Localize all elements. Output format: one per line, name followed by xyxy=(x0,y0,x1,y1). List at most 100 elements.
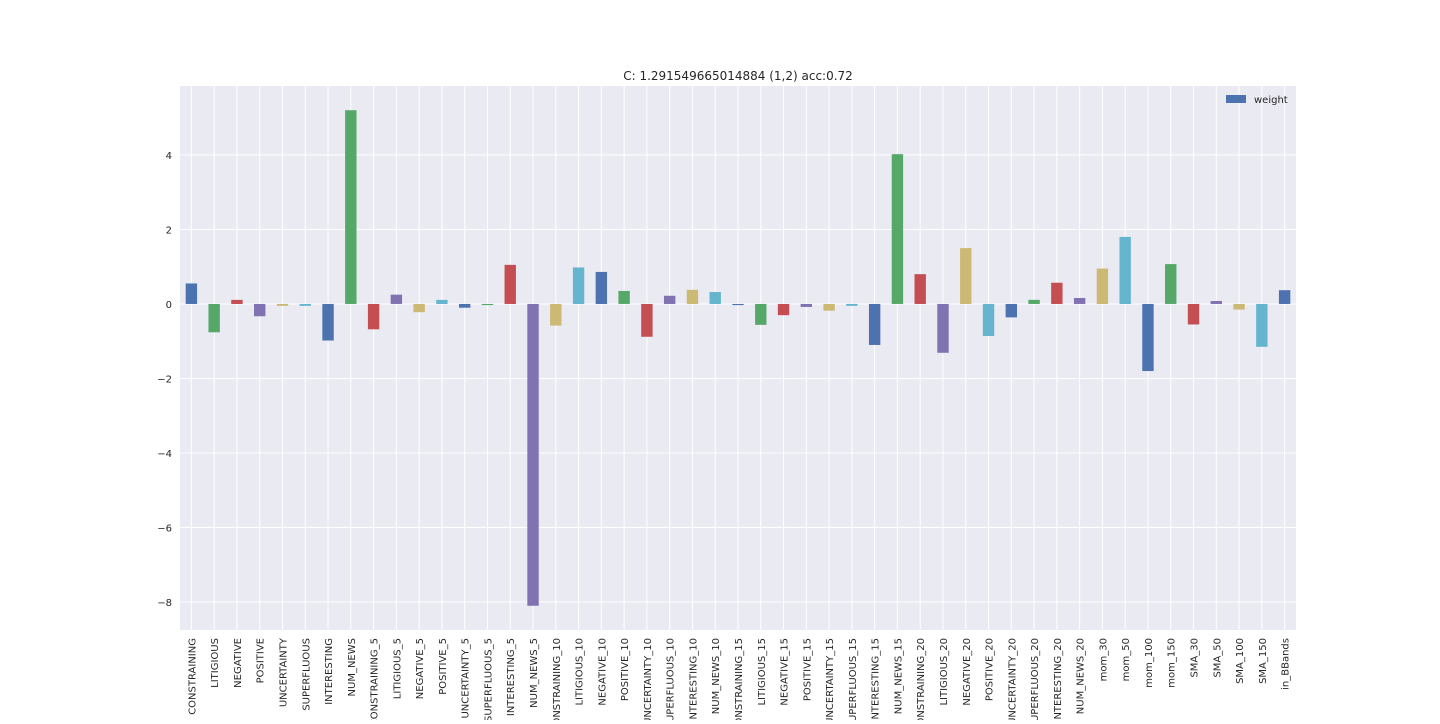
bar-negative-20 xyxy=(960,248,972,304)
x-tick-label: POSITIVE_10 xyxy=(620,638,631,701)
y-tick-label: −2 xyxy=(157,374,172,385)
y-tick-label: 4 xyxy=(166,151,172,162)
bar-sma-100 xyxy=(1233,303,1245,310)
x-tick-label: INTERESTING_15 xyxy=(871,638,882,720)
x-tick-label: NUM_NEWS_15 xyxy=(893,638,904,714)
x-tick-label: LITIGIOUS_10 xyxy=(575,638,586,706)
x-tick-label: CONSTRAINING_10 xyxy=(552,638,563,720)
bar-negative-15 xyxy=(777,303,790,316)
x-tick-label: LITIGIOUS_20 xyxy=(939,638,950,706)
y-tick-label: −6 xyxy=(157,524,172,535)
legend-swatch-weight xyxy=(1226,95,1246,103)
bar-uncertainty-5 xyxy=(459,303,471,308)
bar-num-news xyxy=(345,110,357,304)
x-tick-label: LITIGIOUS xyxy=(210,638,221,688)
x-tick-label: INTERESTING_5 xyxy=(506,638,517,716)
bar-constraining-20 xyxy=(914,274,926,304)
bar-mom-50 xyxy=(1119,236,1131,304)
bar-num-news-15 xyxy=(891,154,904,304)
bar-uncertainty-15 xyxy=(823,303,835,311)
x-tick-label: SMA_30 xyxy=(1190,638,1201,678)
x-tick-label: in_BBands xyxy=(1281,638,1292,690)
x-tick-label: NEGATIVE_10 xyxy=(597,638,608,706)
x-tick-label: NEGATIVE_5 xyxy=(415,638,426,699)
x-tick-label: UNCERTAINTY xyxy=(278,637,289,707)
bar-uncertainty xyxy=(276,303,289,306)
x-tick-label: NUM_NEWS xyxy=(347,638,358,696)
x-tick-label: SUPERFLUOUS_15 xyxy=(848,638,859,720)
x-tick-label: mom_50 xyxy=(1121,638,1132,681)
x-tick-label: SUPERFLUOUS_10 xyxy=(666,638,677,720)
bar-litigious-15 xyxy=(755,303,767,325)
x-tick-label: NUM_NEWS_5 xyxy=(529,638,540,708)
bar-positive xyxy=(254,303,266,317)
y-tick-label: −4 xyxy=(157,449,172,460)
bar-negative xyxy=(231,299,243,304)
bar-positive-15 xyxy=(800,303,813,307)
grid xyxy=(180,86,1296,630)
bar-constraining xyxy=(185,283,198,304)
bar-constraining-10 xyxy=(550,303,562,326)
x-tick-label: SUPERFLUOUS_20 xyxy=(1030,638,1041,720)
bar-mom-30 xyxy=(1096,268,1109,304)
bar-superfluous-10 xyxy=(663,295,676,304)
x-tick-label: INTERESTING_20 xyxy=(1053,638,1064,720)
bar-num-news-20 xyxy=(1073,298,1086,304)
bar-interesting-15 xyxy=(868,303,881,345)
chart-title: C: 1.291549665014884 (1,2) acc:0.72 xyxy=(623,69,853,83)
legend: weight xyxy=(1226,95,1288,106)
bar-superfluous-15 xyxy=(846,303,858,306)
x-tick-label: SMA_100 xyxy=(1235,638,1246,684)
bar-interesting-5 xyxy=(504,264,516,304)
x-tick-label: CONSTRAINING_15 xyxy=(734,638,745,720)
x-tick-label: POSITIVE_20 xyxy=(985,638,996,701)
x-tick-label: SMA_50 xyxy=(1212,638,1223,678)
x-tick-label: INTERESTING xyxy=(324,638,335,705)
bar-interesting-10 xyxy=(686,289,699,304)
bar-litigious xyxy=(208,303,220,333)
y-tick-label: 2 xyxy=(166,225,172,236)
x-tick-label: POSITIVE xyxy=(256,638,267,683)
legend-label-weight: weight xyxy=(1254,95,1288,106)
bars xyxy=(185,110,1291,606)
x-tick-label: NUM_NEWS_10 xyxy=(711,638,722,714)
x-tick-label: CONSTRAINING_20 xyxy=(916,638,927,720)
bar-positive-10 xyxy=(618,290,630,304)
bar-superfluous-20 xyxy=(1028,299,1040,304)
bar-negative-10 xyxy=(595,271,608,304)
x-tick-label: SUPERFLUOUS xyxy=(301,638,312,711)
x-tick-label: NUM_NEWS_20 xyxy=(1076,638,1087,714)
x-tick-label: mom_30 xyxy=(1098,638,1109,681)
y-tick-label: 0 xyxy=(166,300,172,311)
bar-positive-5 xyxy=(436,299,448,304)
x-tick-label: CONSTRAINING xyxy=(187,638,198,715)
bar-superfluous-5 xyxy=(481,303,494,306)
bar-mom-150 xyxy=(1165,264,1177,304)
x-tick-label: SMA_150 xyxy=(1258,638,1269,684)
bar-negative-5 xyxy=(413,303,425,313)
bar-positive-20 xyxy=(982,303,995,337)
x-tick-label: INTERESTING_10 xyxy=(688,638,699,720)
x-tick-label: LITIGIOUS_5 xyxy=(392,638,403,699)
bar-constraining-15 xyxy=(732,303,744,306)
x-tick-label: UNCERTAINTY_20 xyxy=(1007,638,1018,720)
bar-interesting xyxy=(322,303,334,341)
x-tick-label: UNCERTAINTY_15 xyxy=(825,638,836,720)
bar-num-news-10 xyxy=(709,292,721,304)
bar-sma-30 xyxy=(1187,303,1200,325)
bar-num-news-5 xyxy=(527,303,539,606)
bar-uncertainty-20 xyxy=(1005,303,1017,318)
bar-mom-100 xyxy=(1142,303,1154,372)
bar-litigious-20 xyxy=(937,303,949,353)
x-tick-label: POSITIVE_15 xyxy=(802,638,813,701)
x-tick-label: mom_100 xyxy=(1144,638,1155,688)
bar-in-bbands xyxy=(1278,290,1291,304)
bar-superfluous xyxy=(299,303,311,306)
bar-constraining-5 xyxy=(367,303,380,330)
x-tick-label: NEGATIVE xyxy=(233,638,244,688)
x-tick-label: LITIGIOUS_15 xyxy=(757,638,768,706)
x-axis-ticks: CONSTRAINING LITIGIOUS NEGATIVE POSITIVE UNC… xyxy=(187,637,1292,724)
bar-sma-150 xyxy=(1256,303,1268,347)
